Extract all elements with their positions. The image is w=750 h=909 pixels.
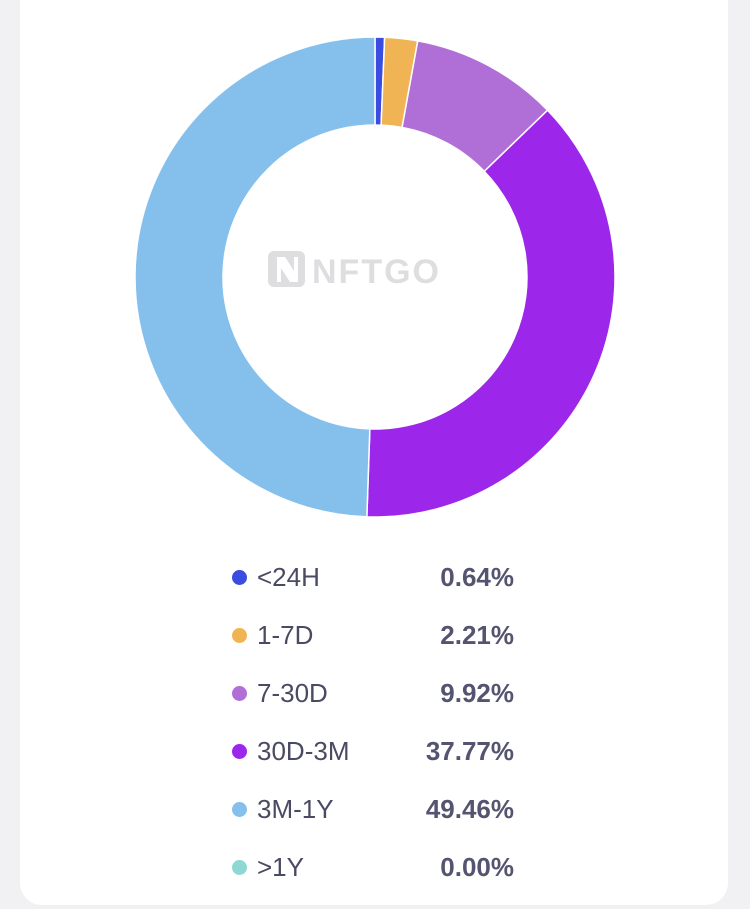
legend-value: 9.92% bbox=[440, 677, 514, 708]
legend-value: 2.21% bbox=[440, 619, 514, 650]
watermark-logo: NFTGO bbox=[268, 251, 441, 291]
legend-swatch bbox=[232, 743, 247, 759]
legend-item[interactable]: 7-30D 9.92% bbox=[232, 664, 522, 722]
watermark-logo-mark bbox=[268, 251, 305, 287]
legend-item[interactable]: 1-7D 2.21% bbox=[232, 606, 522, 664]
legend-label: >1Y bbox=[257, 851, 304, 882]
legend-item[interactable]: <24H 0.64% bbox=[232, 548, 522, 606]
legend-swatch bbox=[232, 859, 247, 875]
legend-value: 0.00% bbox=[440, 851, 514, 882]
legend-item[interactable]: 30D-3M 37.77% bbox=[232, 722, 522, 780]
legend-swatch bbox=[232, 685, 247, 701]
legend-value: 37.77% bbox=[425, 735, 514, 766]
legend-label: 7-30D bbox=[257, 677, 328, 708]
legend-label: 1-7D bbox=[257, 619, 314, 650]
legend-label: 30D-3M bbox=[257, 735, 350, 766]
legend-item[interactable]: 3M-1Y 49.46% bbox=[232, 780, 522, 838]
donut-chart: NFTGO bbox=[134, 36, 616, 518]
chart-legend: <24H 0.64% 1-7D 2.21% 7-30D 9.92% 30D-3M 37.77%… bbox=[232, 548, 522, 896]
legend-swatch bbox=[232, 801, 247, 817]
legend-value: 0.64% bbox=[440, 561, 514, 592]
donut-slice-5[interactable] bbox=[134, 36, 376, 518]
legend-label: <24H bbox=[257, 561, 320, 592]
legend-label: 3M-1Y bbox=[257, 793, 334, 824]
legend-value: 49.46% bbox=[425, 793, 514, 824]
donut-slices bbox=[134, 36, 616, 518]
watermark-logo-glyph bbox=[277, 257, 298, 282]
legend-swatch bbox=[232, 569, 247, 585]
legend-item[interactable]: >1Y 0.00% bbox=[232, 838, 522, 896]
legend-swatch bbox=[232, 627, 247, 643]
watermark-text: NFTGO bbox=[312, 253, 441, 291]
donut-slice-4[interactable] bbox=[366, 109, 616, 518]
